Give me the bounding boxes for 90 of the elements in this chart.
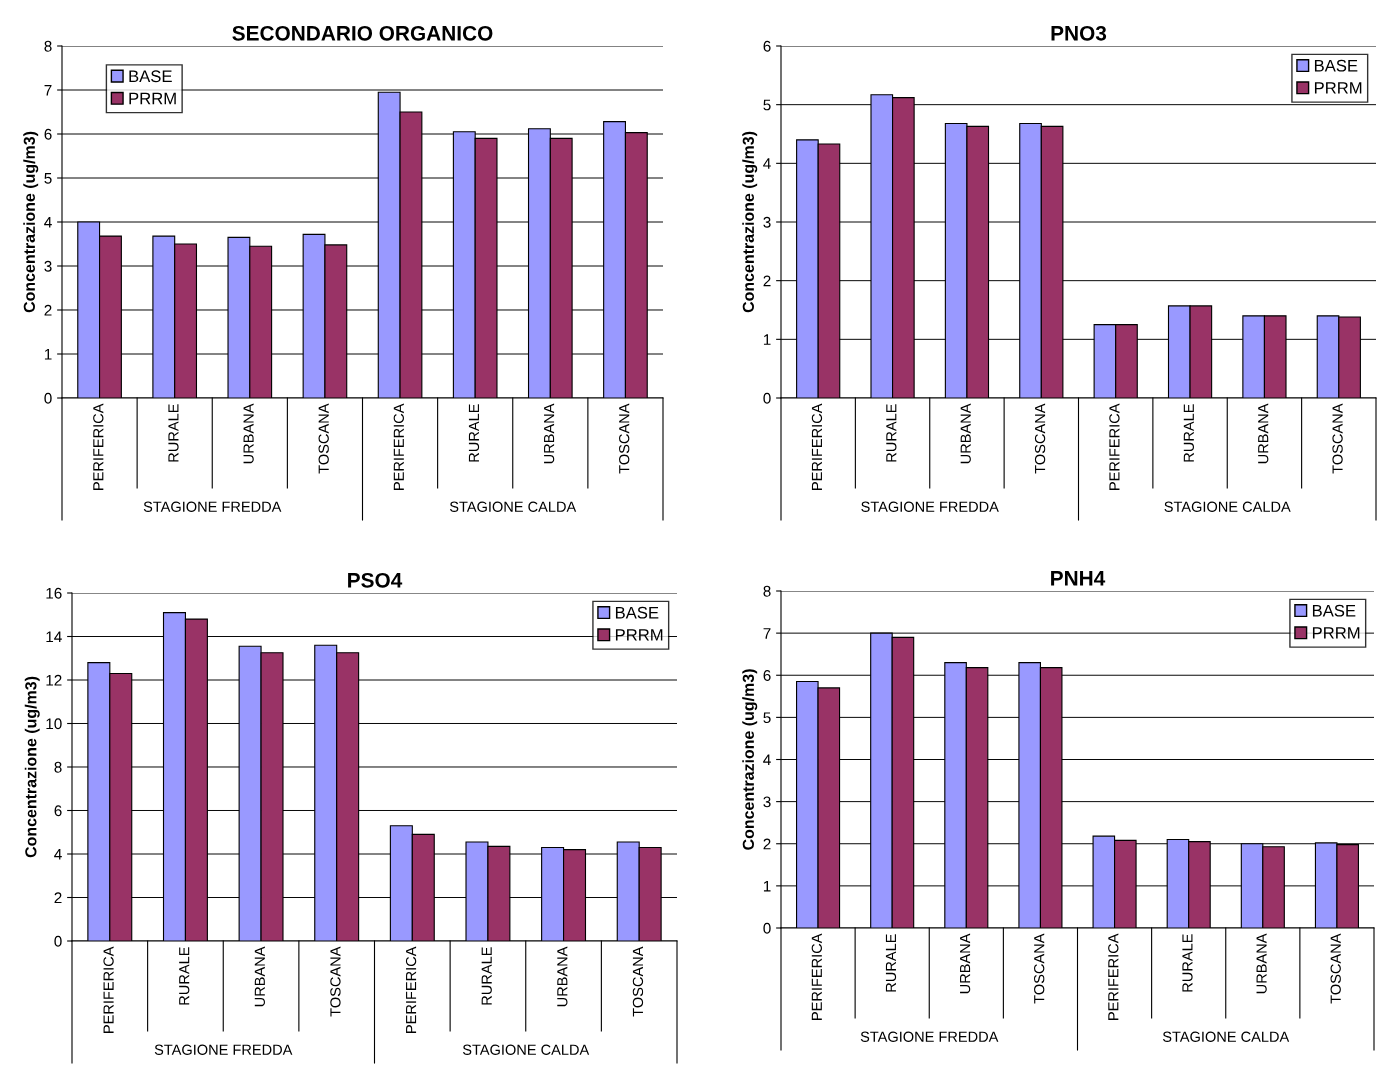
x-tick-label: RURALE bbox=[179, 947, 190, 1005]
y-tick-label: 14 bbox=[46, 631, 62, 643]
y-tick-label: 2 bbox=[54, 892, 62, 904]
y-tick-label: 4 bbox=[763, 754, 771, 766]
x-tick-label: RURALE bbox=[885, 934, 897, 992]
y-tick-label: 7 bbox=[44, 85, 52, 96]
y-tick-label: 5 bbox=[763, 99, 771, 111]
y-tick-label: 6 bbox=[763, 40, 771, 52]
y-axis-title: Concentrazione (ug/m3) bbox=[742, 131, 758, 313]
x-tick-label: URBANA bbox=[243, 403, 254, 464]
x-tick-label: TOSCANA bbox=[1034, 933, 1045, 1004]
x-tick-label: PERIFERICA bbox=[393, 403, 404, 490]
x-tick-label: PERIFERICA bbox=[103, 946, 114, 1033]
y-tick-label: 6 bbox=[54, 805, 62, 817]
x-tick-label: RURALE bbox=[468, 404, 480, 462]
text: STAGIONE CALDA bbox=[1164, 501, 1291, 512]
x-tick-label: TOSCANA bbox=[1330, 933, 1341, 1004]
y-axis-title: Concentrazione (ug/m3) bbox=[23, 131, 39, 313]
x-tick-label: URBANA bbox=[960, 933, 971, 994]
y-tick-label: 3 bbox=[763, 216, 771, 228]
text: STAGIONE CALDA bbox=[449, 501, 577, 512]
y-tick-label: 8 bbox=[54, 761, 62, 773]
chart-title: PSO4 bbox=[348, 572, 403, 588]
chart-title: PNO3 bbox=[1051, 25, 1107, 41]
y-tick-label: 6 bbox=[763, 670, 771, 681]
y-tick-label: 2 bbox=[763, 275, 771, 287]
y-tick-label: 4 bbox=[44, 217, 52, 228]
text: STAGIONE CALDA bbox=[462, 1044, 590, 1055]
legend-label: BASE bbox=[615, 606, 659, 619]
y-tick-label: 1 bbox=[763, 880, 771, 892]
y-tick-label: 8 bbox=[44, 40, 52, 52]
y-tick-label: 4 bbox=[54, 849, 62, 860]
x-tick-label: TOSCANA bbox=[1332, 403, 1343, 474]
legend-label: PRRM bbox=[1314, 82, 1362, 94]
x-tick-label: TOSCANA bbox=[1034, 403, 1046, 474]
y-axis-title: Concentrazione (ug/m3) bbox=[742, 669, 758, 850]
x-tick-label: RURALE bbox=[1183, 404, 1194, 462]
y-tick-label: 5 bbox=[44, 173, 52, 184]
legend-label: BASE bbox=[1314, 59, 1358, 72]
x-tick-label: PERIFERICA bbox=[1109, 403, 1120, 490]
x-tick-label: URBANA bbox=[1258, 403, 1269, 464]
x-tick-label: PERIFERICA bbox=[405, 946, 417, 1033]
text: STAGIONE FREDDA bbox=[860, 1031, 999, 1042]
x-tick-label: URBANA bbox=[557, 946, 568, 1007]
x-tick-label: URBANA bbox=[1256, 933, 1267, 994]
legend-label: PRRM bbox=[1312, 627, 1360, 639]
y-tick-label: 16 bbox=[46, 587, 62, 599]
legend-label: BASE bbox=[129, 70, 172, 83]
x-tick-label: URBANA bbox=[960, 403, 971, 464]
y-tick-label: 1 bbox=[763, 334, 771, 345]
y-tick-label: 12 bbox=[46, 674, 62, 686]
y-tick-label: 0 bbox=[54, 935, 62, 947]
y-tick-label: 0 bbox=[44, 392, 52, 404]
y-tick-label: 3 bbox=[763, 796, 771, 808]
x-tick-label: TOSCANA bbox=[318, 403, 329, 474]
y-tick-label: 3 bbox=[44, 260, 52, 272]
y-axis-title: Concentrazione (ug/m3) bbox=[24, 676, 40, 858]
text: STAGIONE FREDDA bbox=[143, 501, 282, 512]
x-tick-label: PERIFERICA bbox=[811, 403, 823, 490]
x-tick-label: RURALE bbox=[168, 404, 179, 462]
chart-title: PNH4 bbox=[1051, 571, 1106, 586]
legend-label: PRRM bbox=[129, 92, 176, 105]
y-tick-label: 0 bbox=[763, 392, 771, 404]
y-tick-label: 1 bbox=[44, 349, 52, 360]
x-tick-label: URBANA bbox=[544, 403, 555, 464]
x-tick-label: TOSCANA bbox=[330, 946, 341, 1017]
legend-label: PRRM bbox=[615, 629, 663, 641]
x-tick-label: RURALE bbox=[481, 947, 492, 1005]
x-tick-label: URBANA bbox=[254, 946, 265, 1007]
text: STAGIONE FREDDA bbox=[154, 1044, 293, 1055]
y-tick-label: 0 bbox=[763, 922, 771, 934]
y-tick-label: 10 bbox=[46, 718, 62, 730]
x-tick-label: TOSCANA bbox=[619, 403, 630, 474]
x-tick-label: PERIFERICA bbox=[93, 403, 104, 490]
y-tick-label: 2 bbox=[763, 838, 771, 850]
y-tick-label: 4 bbox=[763, 158, 771, 169]
text: STAGIONE FREDDA bbox=[861, 501, 999, 512]
x-tick-label: PERIFERICA bbox=[1108, 933, 1119, 1020]
legend-label: BASE bbox=[1312, 604, 1356, 617]
x-tick-label: TOSCANA bbox=[632, 946, 644, 1017]
y-tick-label: 8 bbox=[763, 585, 771, 597]
y-tick-label: 2 bbox=[44, 304, 52, 316]
x-tick-label: PERIFERICA bbox=[811, 933, 822, 1020]
x-tick-label: RURALE bbox=[886, 404, 897, 462]
y-tick-label: 5 bbox=[763, 712, 771, 724]
y-tick-label: 6 bbox=[44, 128, 52, 140]
chart-title: SECONDARIO ORGANICO bbox=[232, 25, 493, 41]
y-tick-label: 7 bbox=[763, 628, 771, 639]
x-tick-label: RURALE bbox=[1182, 934, 1193, 992]
text: STAGIONE CALDA bbox=[1162, 1031, 1290, 1042]
